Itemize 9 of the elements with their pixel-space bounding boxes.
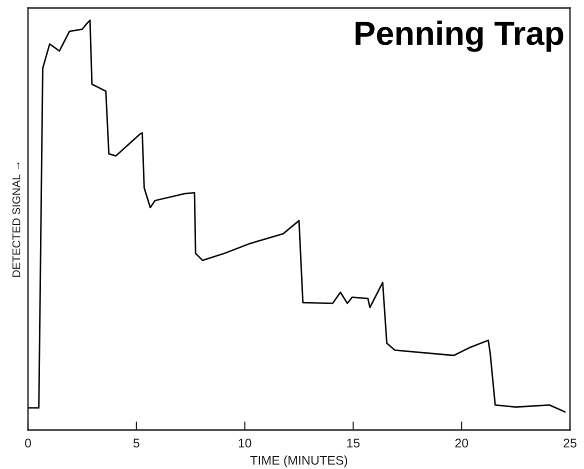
x-tick-label: 20	[455, 438, 468, 448]
x-axis-title: TIME (MINUTES)	[250, 456, 348, 468]
x-tick-label: 5	[133, 438, 140, 448]
y-axis-title: DETECTED SIGNAL →	[12, 162, 20, 277]
chart-title: Penning Trap	[356, 20, 564, 52]
x-tick-label: 10	[238, 438, 252, 448]
x-tick-label: 0	[25, 438, 31, 448]
x-tick-label: 15	[347, 438, 360, 448]
x-tick-label: 25	[564, 438, 576, 448]
